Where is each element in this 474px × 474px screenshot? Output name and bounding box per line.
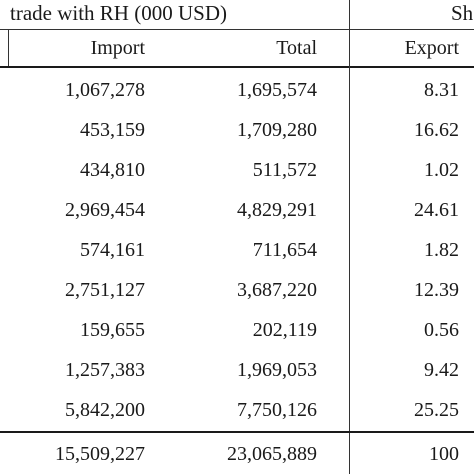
table-row: 1,067,278 1,695,574 8.31 <box>0 70 474 110</box>
cell-total: 202,119 <box>252 319 317 341</box>
cell-total: 23,065,889 <box>227 443 317 465</box>
cell-total: 1,709,280 <box>237 119 317 141</box>
table-row: 2,751,127 3,687,220 12.39 <box>0 270 474 310</box>
cell-import: 453,159 <box>80 119 145 141</box>
column-header-import: Import <box>90 37 145 59</box>
table-row: 5,842,200 7,750,126 25.25 <box>0 390 474 430</box>
rule-under-column-header <box>0 66 474 68</box>
table-row: 453,159 1,709,280 16.62 <box>0 110 474 150</box>
cell-export: 12.39 <box>414 279 459 301</box>
cell-import: 159,655 <box>80 319 145 341</box>
cell-export: 0.56 <box>424 319 459 341</box>
cell-import: 5,842,200 <box>65 399 145 421</box>
cell-total: 1,695,574 <box>237 79 317 101</box>
cell-export: 1.82 <box>424 239 459 261</box>
cell-import: 2,751,127 <box>65 279 145 301</box>
cell-total: 4,829,291 <box>237 199 317 221</box>
table-row: 1,257,383 1,969,053 9.42 <box>0 350 474 390</box>
cell-export: 1.02 <box>424 159 459 181</box>
table-row: 574,161 711,654 1.82 <box>0 230 474 270</box>
cell-export: 100 <box>429 443 459 465</box>
cell-import: 1,257,383 <box>65 359 145 381</box>
table-row: 159,655 202,119 0.56 <box>0 310 474 350</box>
cell-import: 574,161 <box>80 239 145 261</box>
cell-total: 711,654 <box>252 239 317 261</box>
rule-above-total-row <box>0 431 474 433</box>
vertical-rule-separator <box>349 0 350 474</box>
table-body: 1,067,278 1,695,574 8.31 453,159 1,709,2… <box>0 70 474 474</box>
table-row-total: 15,509,227 23,065,889 100 <box>0 434 474 474</box>
column-header-export: Export <box>404 37 459 59</box>
cell-export: 25.25 <box>414 399 459 421</box>
cell-import: 1,067,278 <box>65 79 145 101</box>
group-header-trade: trade with RH (000 USD) <box>10 1 227 25</box>
cell-export: 16.62 <box>414 119 459 141</box>
cell-import: 15,509,227 <box>55 443 145 465</box>
cell-total: 511,572 <box>252 159 317 181</box>
table-row: 2,969,454 4,829,291 24.61 <box>0 190 474 230</box>
table-row: 434,810 511,572 1.02 <box>0 150 474 190</box>
cell-total: 7,750,126 <box>237 399 317 421</box>
group-header-row: trade with RH (000 USD) Sh <box>0 0 474 30</box>
cell-export: 24.61 <box>414 199 459 221</box>
cell-import: 2,969,454 <box>65 199 145 221</box>
group-header-share: Sh <box>451 1 474 25</box>
column-header-row: Import Total Export <box>0 32 474 66</box>
cell-export: 9.42 <box>424 359 459 381</box>
cell-total: 1,969,053 <box>237 359 317 381</box>
column-header-total: Total <box>276 37 317 59</box>
cell-export: 8.31 <box>424 79 459 101</box>
cell-total: 3,687,220 <box>237 279 317 301</box>
vertical-rule-left-header <box>8 30 9 66</box>
cell-import: 434,810 <box>80 159 145 181</box>
rule-under-group-header <box>0 29 474 30</box>
